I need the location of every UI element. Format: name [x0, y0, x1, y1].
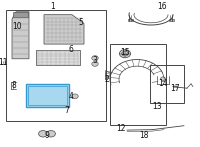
Text: 9: 9 [45, 131, 49, 141]
Circle shape [92, 62, 98, 66]
Text: 5: 5 [79, 18, 83, 27]
Text: 14: 14 [158, 78, 168, 88]
Circle shape [47, 131, 55, 137]
Bar [36, 50, 80, 65]
Bar [6, 10, 106, 121]
Text: 17: 17 [170, 84, 180, 93]
Text: 13: 13 [152, 102, 162, 111]
Bar [173, 86, 177, 87]
Text: 15: 15 [120, 48, 130, 57]
Text: 4: 4 [69, 92, 73, 101]
Circle shape [119, 50, 131, 58]
Text: 1: 1 [51, 2, 55, 11]
Polygon shape [44, 15, 84, 44]
Bar [169, 19, 174, 21]
Text: 2: 2 [105, 75, 109, 84]
Text: 8: 8 [12, 81, 16, 91]
Text: 16: 16 [157, 2, 167, 11]
Text: 6: 6 [69, 45, 73, 54]
Text: 7: 7 [65, 106, 69, 116]
Bar [26, 84, 69, 107]
Circle shape [161, 77, 165, 80]
Circle shape [72, 94, 78, 99]
Text: 12: 12 [116, 124, 126, 133]
Text: 10: 10 [12, 22, 22, 31]
Bar [13, 12, 28, 17]
Text: 3: 3 [93, 56, 97, 65]
Bar [128, 19, 133, 21]
Bar [110, 44, 166, 125]
Text: 11: 11 [0, 58, 8, 67]
Circle shape [92, 56, 98, 60]
Bar [28, 86, 67, 105]
Bar [150, 65, 184, 103]
Text: 18: 18 [139, 131, 149, 141]
Polygon shape [12, 12, 29, 59]
Circle shape [39, 131, 47, 137]
